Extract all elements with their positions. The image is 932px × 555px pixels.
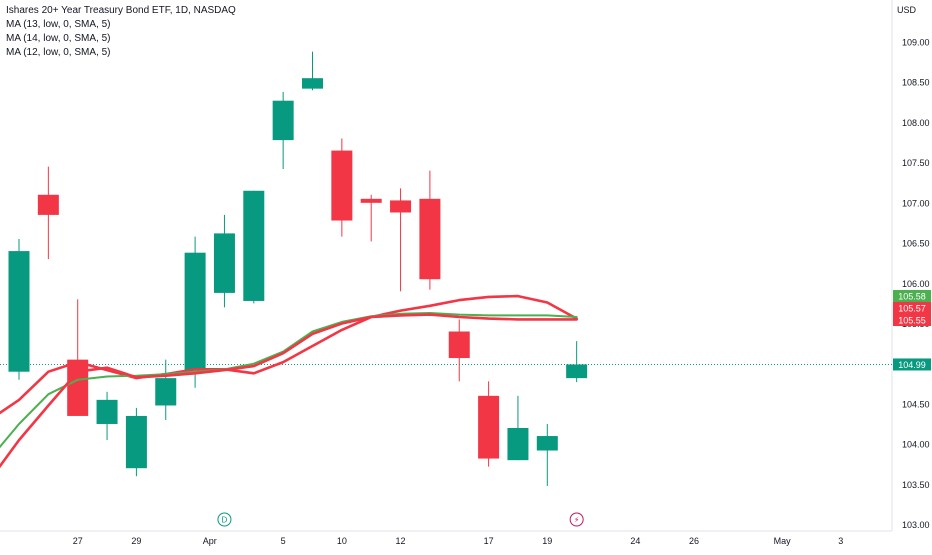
ma-line[interactable] xyxy=(0,312,578,452)
x-tick-label: 24 xyxy=(630,536,640,546)
candle-body[interactable] xyxy=(184,252,206,371)
x-tick-label: 29 xyxy=(131,536,141,546)
indicator-label-ma14[interactable]: MA (14, low, 0, SMA, 5) xyxy=(6,33,111,44)
candle-body[interactable] xyxy=(331,150,353,221)
chart-title: Ishares 20+ Year Treasury Bond ETF, 1D, … xyxy=(6,5,236,16)
candle-body[interactable] xyxy=(37,194,59,215)
candle-body[interactable] xyxy=(536,436,558,451)
y-tick-label: 106.50 xyxy=(902,239,930,249)
currency-label: USD xyxy=(896,5,916,15)
candle-body[interactable] xyxy=(8,251,30,372)
candle-body[interactable] xyxy=(155,378,177,406)
ma-line[interactable] xyxy=(0,294,578,416)
chart-legend: Ishares 20+ Year Treasury Bond ETF, 1D, … xyxy=(6,4,236,60)
event-marker-label: ⚡ xyxy=(574,516,580,525)
y-tick-label: 109.00 xyxy=(902,38,930,48)
x-tick-label: 19 xyxy=(542,536,552,546)
y-tick-label: 103.00 xyxy=(902,520,930,530)
event-marker-label: D xyxy=(222,516,228,525)
event-marker[interactable] xyxy=(217,512,232,527)
candle-body[interactable] xyxy=(360,198,382,203)
candle-body[interactable] xyxy=(125,415,147,469)
price-label-box xyxy=(893,358,931,371)
indicator-label-ma12[interactable]: MA (12, low, 0, SMA, 5) xyxy=(6,47,111,58)
x-tick-label: 17 xyxy=(484,536,494,546)
price-label-text: 105.57 xyxy=(898,304,926,314)
y-tick-label: 107.00 xyxy=(902,198,930,208)
x-tick-label: May xyxy=(774,536,792,546)
candle-body[interactable] xyxy=(448,331,470,359)
candle-body[interactable] xyxy=(507,428,529,461)
price-label-box xyxy=(893,314,931,326)
x-tick-label: 26 xyxy=(689,536,699,546)
x-tick-label: 12 xyxy=(396,536,406,546)
candle-body[interactable] xyxy=(478,395,500,459)
indicator-label-ma13[interactable]: MA (13, low, 0, SMA, 5) xyxy=(6,19,111,30)
price-label-box xyxy=(893,290,931,302)
x-tick-label: 3 xyxy=(838,536,843,546)
price-label-text: 105.55 xyxy=(898,316,926,326)
candle-body[interactable] xyxy=(419,198,441,280)
x-tick-label: 10 xyxy=(337,536,347,546)
y-tick-label: 103.50 xyxy=(902,480,930,490)
x-tick-label: 5 xyxy=(281,536,286,546)
price-label-text: 105.58 xyxy=(898,292,926,302)
price-label-text: 104.99 xyxy=(898,360,926,370)
x-tick-label: 27 xyxy=(73,536,83,546)
y-tick-label: 106.00 xyxy=(902,279,930,289)
candle-body[interactable] xyxy=(390,200,412,213)
x-tick-label: Apr xyxy=(203,536,217,546)
candle-body[interactable] xyxy=(96,399,118,424)
candle-body[interactable] xyxy=(67,359,89,416)
event-marker[interactable] xyxy=(569,512,584,527)
price-label-box xyxy=(893,302,931,314)
candle-body[interactable] xyxy=(243,190,265,301)
candle-body[interactable] xyxy=(272,100,294,141)
candle-body[interactable] xyxy=(566,364,588,379)
ma-line[interactable] xyxy=(0,313,578,473)
y-tick-label: 108.00 xyxy=(902,118,930,128)
y-tick-label: 107.50 xyxy=(902,158,930,168)
candle-body[interactable] xyxy=(302,78,323,89)
y-tick-label: 104.00 xyxy=(902,440,930,450)
candle-body[interactable] xyxy=(213,233,235,293)
y-tick-label: 104.50 xyxy=(902,399,930,409)
y-tick-label: 108.50 xyxy=(902,78,930,88)
